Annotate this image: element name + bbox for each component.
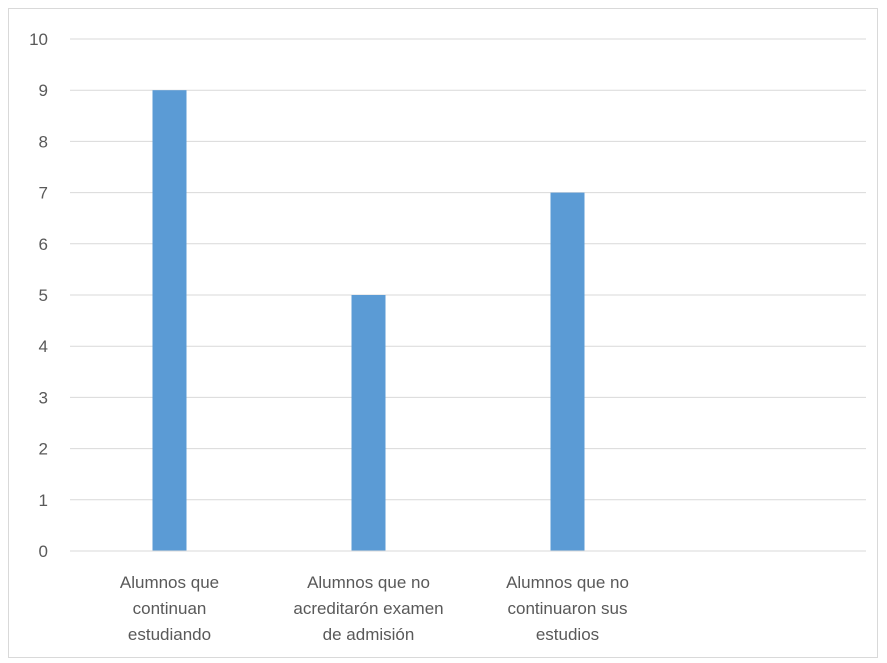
y-tick-label: 8	[39, 132, 48, 151]
x-category-label: Alumnos que no	[506, 573, 629, 592]
bars	[152, 90, 585, 551]
x-category-label: estudiando	[128, 625, 211, 644]
x-category-label: Alumnos que	[120, 573, 219, 592]
x-axis-category-labels: Alumnos que continuan estudiando Alumnos qu…	[120, 573, 629, 644]
x-category-label: estudios	[536, 625, 599, 644]
x-category-label: acreditarón examen	[293, 599, 443, 618]
x-category-label: Alumnos que no	[307, 573, 430, 592]
y-tick-label: 7	[39, 184, 48, 203]
y-tick-label: 10	[29, 30, 48, 49]
y-tick-label: 4	[39, 337, 48, 356]
x-category-label: de admisión	[323, 625, 415, 644]
x-category-label: continuan	[133, 599, 207, 618]
y-tick-label: 3	[39, 388, 48, 407]
y-tick-label: 6	[39, 235, 48, 254]
y-axis-tick-labels: 0 1 2 3 4 5 6 7 8 9 10	[29, 30, 48, 561]
y-tick-label: 9	[39, 81, 48, 100]
bar	[550, 192, 585, 551]
bar	[351, 295, 386, 551]
y-tick-label: 1	[39, 491, 48, 510]
y-tick-label: 0	[39, 542, 48, 561]
bar	[152, 90, 187, 551]
x-category-label: continuaron sus	[507, 599, 627, 618]
grid-lines	[70, 38, 866, 501]
y-tick-label: 5	[39, 286, 48, 305]
y-tick-label: 2	[39, 440, 48, 459]
